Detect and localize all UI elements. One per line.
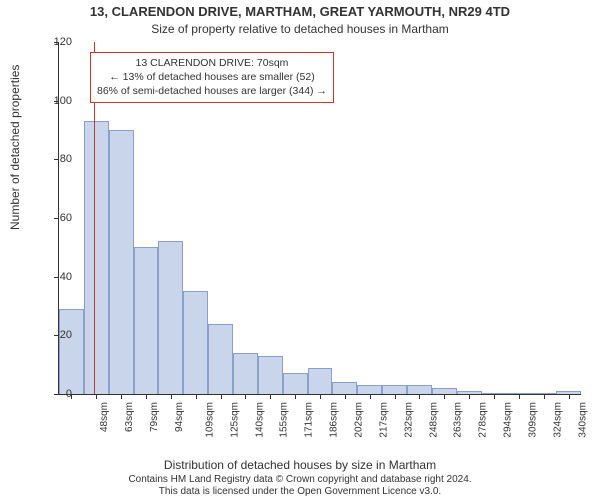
bar [233, 353, 258, 394]
x-tick-mark [295, 394, 296, 399]
x-tick-label: 309sqm [528, 402, 539, 438]
bar [158, 241, 183, 394]
x-tick-mark [245, 394, 246, 399]
attribution-text: Contains HM Land Registry data © Crown c… [0, 474, 600, 498]
bar [357, 385, 382, 394]
x-tick-label: 217sqm [378, 402, 389, 438]
y-tick-label: 60 [32, 212, 72, 224]
bar [258, 356, 283, 394]
x-tick-label: 232sqm [403, 402, 414, 438]
x-tick-label: 278sqm [478, 402, 489, 438]
x-tick-label: 248sqm [428, 402, 439, 438]
x-tick-mark [444, 394, 445, 399]
x-tick-mark [519, 394, 520, 399]
x-tick-mark [469, 394, 470, 399]
chart-title: 13, CLARENDON DRIVE, MARTHAM, GREAT YARM… [0, 4, 600, 19]
y-tick-label: 120 [32, 36, 72, 48]
x-tick-mark [221, 394, 222, 399]
x-tick-mark [345, 394, 346, 399]
x-tick-mark [569, 394, 570, 399]
y-axis-label: Number of detached properties [8, 65, 22, 230]
bar [308, 368, 333, 394]
y-tick-label: 100 [32, 95, 72, 107]
x-tick-mark [196, 394, 197, 399]
x-tick-label: 155sqm [279, 402, 290, 438]
chart-subtitle: Size of property relative to detached ho… [0, 22, 600, 36]
x-tick-mark [121, 394, 122, 399]
x-tick-label: 294sqm [503, 402, 514, 438]
bar [332, 382, 357, 394]
bar [59, 309, 84, 394]
bar [84, 121, 109, 394]
x-tick-label: 171sqm [304, 402, 315, 438]
x-tick-label: 324sqm [552, 402, 563, 438]
x-tick-mark [494, 394, 495, 399]
chart-container: 13, CLARENDON DRIVE, MARTHAM, GREAT YARM… [0, 0, 600, 500]
bar [407, 385, 432, 394]
x-tick-label: 140sqm [254, 402, 265, 438]
x-tick-label: 340sqm [577, 402, 588, 438]
y-tick-label: 40 [32, 271, 72, 283]
attribution-line-1: Contains HM Land Registry data © Crown c… [0, 474, 600, 486]
y-tick-label: 20 [32, 329, 72, 341]
info-box: 13 CLARENDON DRIVE: 70sqm ← 13% of detac… [90, 52, 334, 103]
info-line-1: 13 CLARENDON DRIVE: 70sqm [97, 56, 327, 70]
x-tick-label: 125sqm [229, 402, 240, 438]
x-tick-label: 48sqm [99, 402, 110, 432]
x-tick-mark [370, 394, 371, 399]
bar [283, 373, 308, 394]
bar [134, 247, 159, 394]
x-tick-mark [320, 394, 321, 399]
x-tick-mark [419, 394, 420, 399]
x-tick-mark [171, 394, 172, 399]
info-line-3: 86% of semi-detached houses are larger (… [97, 84, 327, 98]
x-tick-mark [146, 394, 147, 399]
info-line-2: ← 13% of detached houses are smaller (52… [97, 70, 327, 84]
bar [109, 130, 134, 394]
bar [208, 324, 233, 394]
bar [382, 385, 407, 394]
x-tick-label: 94sqm [174, 402, 185, 432]
x-tick-label: 63sqm [124, 402, 135, 432]
bar [183, 291, 208, 394]
x-tick-label: 186sqm [329, 402, 340, 438]
x-tick-label: 263sqm [453, 402, 464, 438]
x-tick-label: 79sqm [149, 402, 160, 432]
x-tick-mark [544, 394, 545, 399]
x-tick-label: 109sqm [204, 402, 215, 438]
y-tick-label: 0 [32, 388, 72, 400]
x-tick-mark [270, 394, 271, 399]
x-tick-mark [96, 394, 97, 399]
y-tick-label: 80 [32, 153, 72, 165]
x-axis-label: Distribution of detached houses by size … [0, 458, 600, 472]
x-tick-mark [395, 394, 396, 399]
x-tick-label: 202sqm [354, 402, 365, 438]
attribution-line-2: This data is licensed under the Open Gov… [0, 486, 600, 498]
